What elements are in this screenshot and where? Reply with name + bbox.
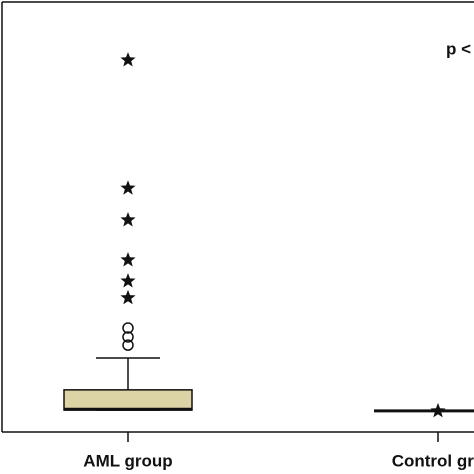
annotation: p < <box>446 39 471 58</box>
box <box>63 389 193 411</box>
x-tick-label: AML group <box>83 451 172 470</box>
outlier <box>122 322 134 334</box>
extreme <box>120 212 136 227</box>
outlier <box>122 331 134 343</box>
extreme <box>120 52 136 67</box>
extreme <box>430 402 446 418</box>
x-tick-label: Control gro <box>392 451 474 470</box>
extreme <box>120 273 136 288</box>
extreme <box>120 180 136 195</box>
extreme <box>120 289 136 305</box>
extreme <box>120 252 136 267</box>
outlier <box>122 339 134 351</box>
